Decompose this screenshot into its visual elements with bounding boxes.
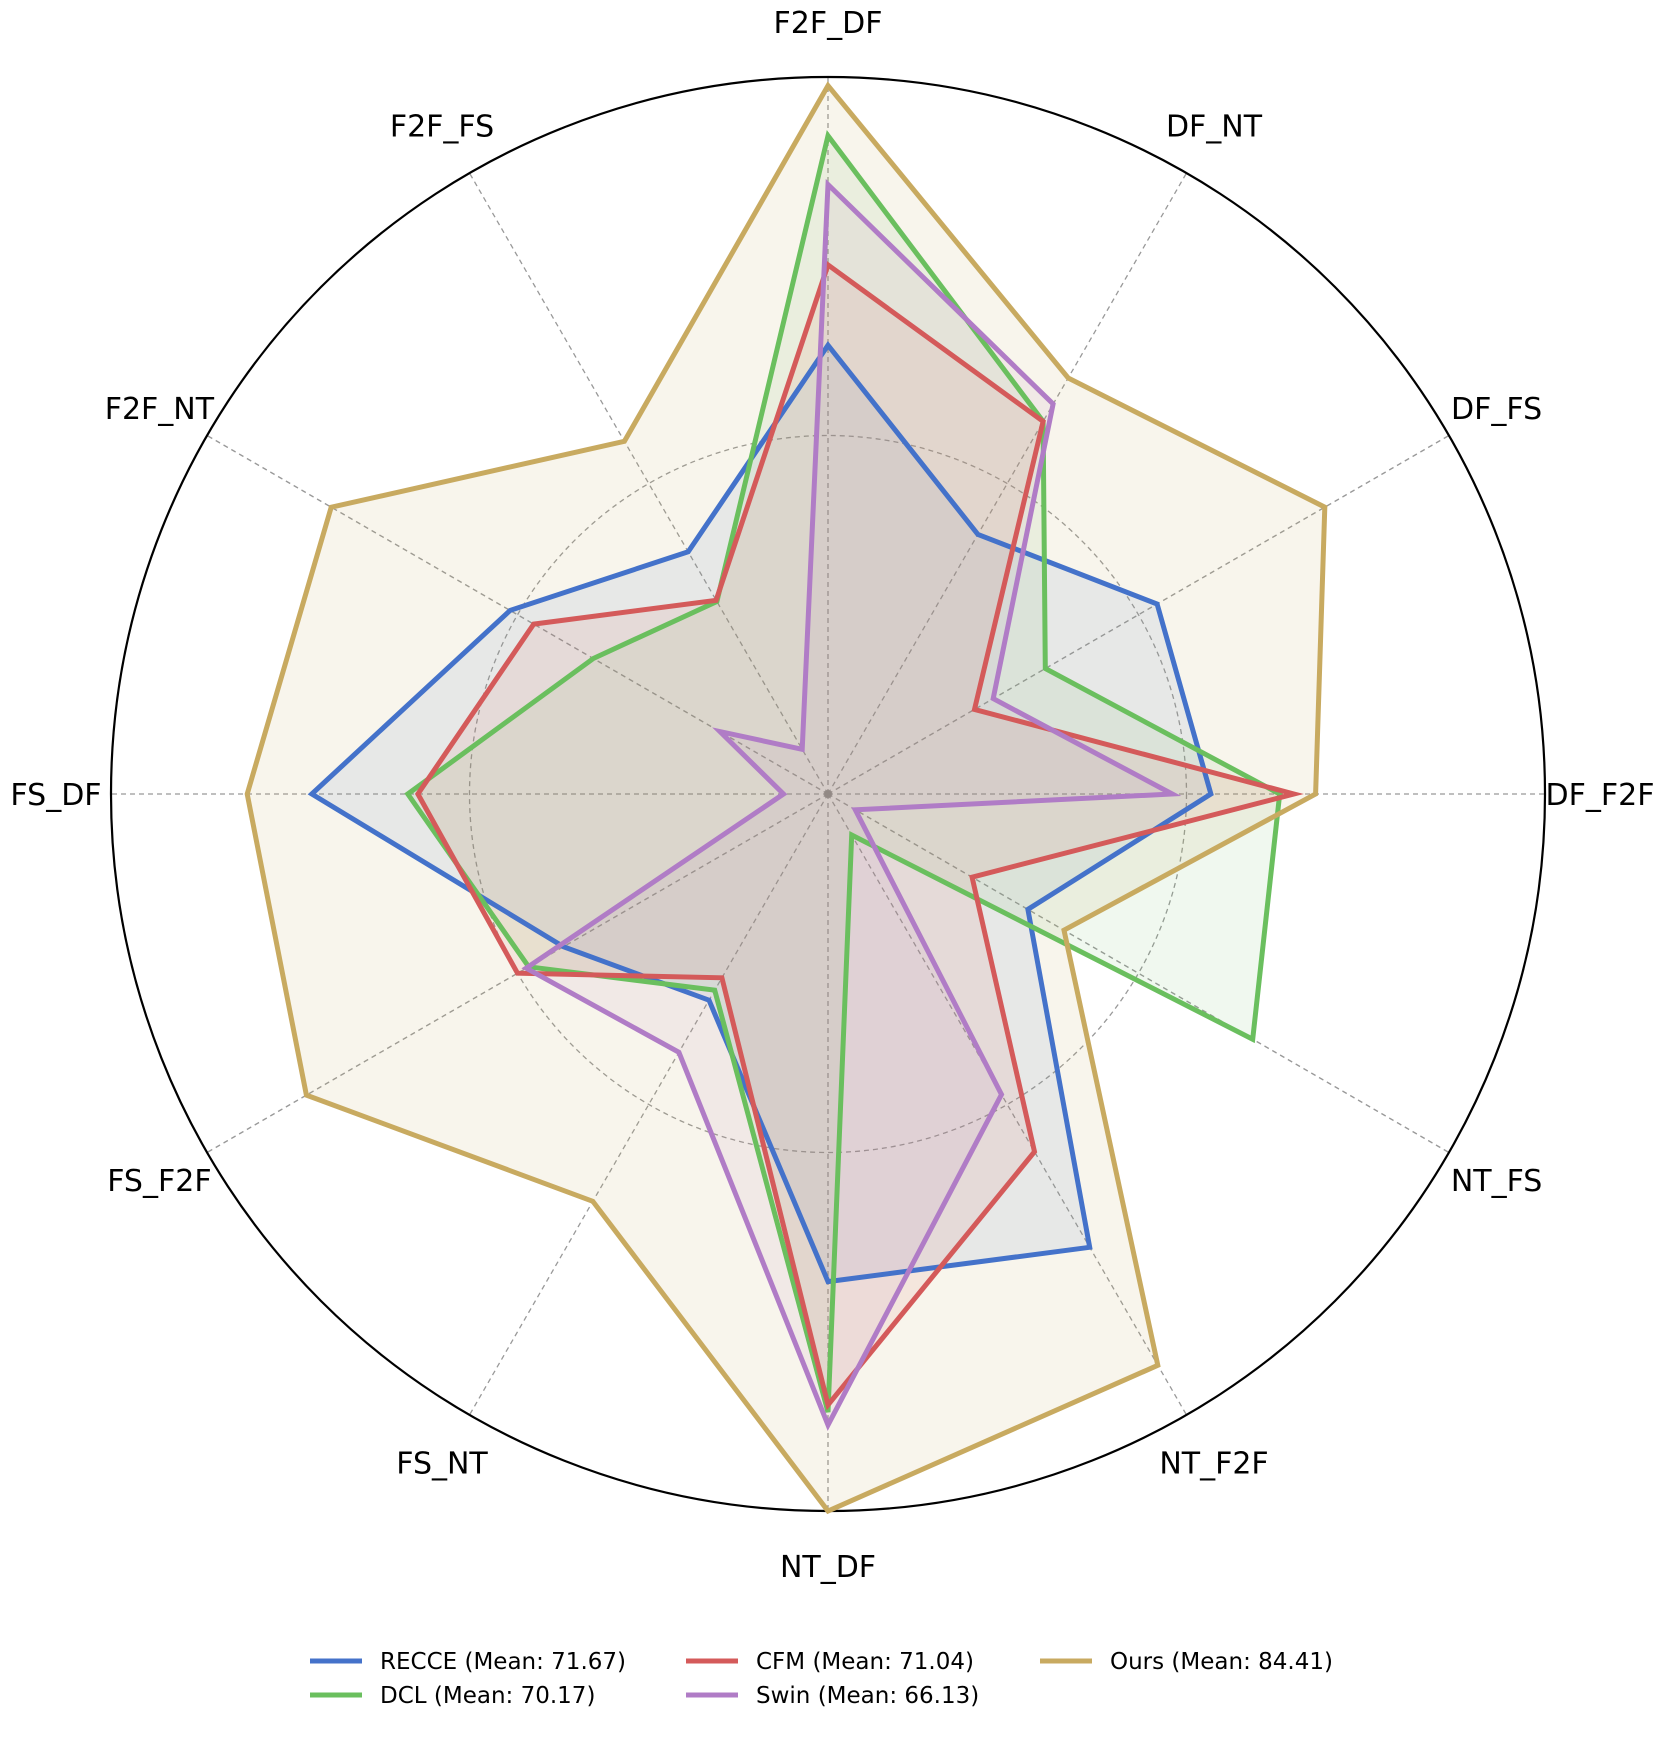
spoke-FS_NT	[468, 793, 829, 1416]
legend: RECCE (Mean: 71.67) DCL (Mean: 70.17) CFM …	[310, 1649, 1333, 1709]
axis-label-NT_FS: NT_FS	[1451, 1164, 1543, 1199]
legend-label-3: Swin (Mean: 66.13)	[756, 1683, 979, 1709]
axis-label-DF_F2F: DF_F2F	[1546, 778, 1655, 813]
series-layer	[244, 81, 1328, 1515]
axis-label-FS_NT: FS_NT	[396, 1447, 488, 1482]
series-fill-4	[247, 85, 1325, 1512]
spoke-NT_F2F	[827, 793, 1188, 1416]
series-line-2	[414, 260, 1304, 1411]
series-fill-0	[311, 345, 1211, 1282]
axis-label-F2F_DF: F2F_DF	[774, 6, 883, 41]
series-fill-3	[526, 184, 1173, 1425]
series-fill-1	[407, 135, 1280, 1413]
spoke-DF_FS	[827, 434, 1450, 795]
axis-label-layer: DF_F2F DF_FS DF_NT F2F_DF F2F_FS F2F_NT FS_DF F…	[10, 6, 1654, 1585]
spoke-FS_F2F	[206, 793, 829, 1154]
axis-label-F2F_FS: F2F_FS	[390, 109, 494, 144]
axis-label-DF_FS: DF_FS	[1451, 392, 1542, 427]
spoke-DF_NT	[827, 172, 1188, 795]
axis-label-F2F_NT: F2F_NT	[105, 392, 215, 427]
spoke-F2F_FS	[468, 172, 829, 795]
legend-label-0: RECCE (Mean: 71.67)	[380, 1649, 626, 1675]
spoke-NT_FS	[827, 793, 1450, 1154]
center-dot	[824, 790, 832, 798]
axis-label-NT_DF: NT_DF	[780, 1550, 876, 1585]
series-line-0	[307, 340, 1214, 1285]
axis-label-NT_F2F: NT_F2F	[1159, 1447, 1268, 1482]
legend-label-1: DCL (Mean: 70.17)	[380, 1683, 595, 1709]
series-line-3	[521, 178, 1182, 1431]
axis-label-DF_NT: DF_NT	[1166, 109, 1263, 144]
axis-label-FS_F2F: FS_F2F	[107, 1164, 211, 1199]
grid-ring	[468, 434, 1188, 1154]
axis-label-FS_DF: FS_DF	[10, 778, 101, 813]
legend-label-4: Ours (Mean: 84.41)	[1110, 1649, 1333, 1675]
series-line-4	[244, 81, 1328, 1515]
legend-label-2: CFM (Mean: 71.04)	[756, 1649, 974, 1675]
